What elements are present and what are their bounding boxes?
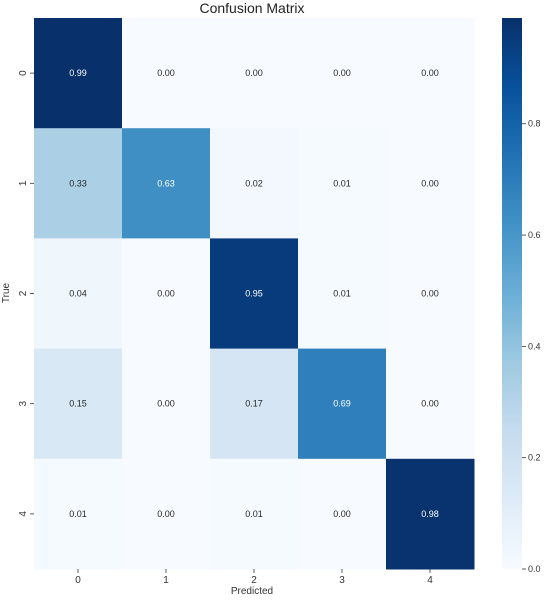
heatmap-cell-r3-c4	[386, 348, 475, 460]
colorbar-tick-label: 0.8	[528, 119, 541, 129]
heatmap-cell-labels: 0.99 0.00 0.00 0.00 0.00 0.33 0.63 0.02 0.01 0.00…	[69, 68, 439, 519]
cell-value-label: 0.01	[245, 509, 263, 519]
cell-value-label: 0.00	[157, 68, 175, 78]
cell-value-label: 0.00	[333, 509, 351, 519]
colorbar-tick-label: 0.2	[528, 453, 541, 463]
x-tick-label: 3	[339, 575, 345, 586]
cell-value-label: 0.04	[69, 289, 87, 299]
cell-value-label: 0.02	[245, 178, 263, 188]
colorbar-ticks: 0.0 0.2 0.4 0.6 0.8	[522, 119, 541, 574]
cell-value-label: 0.00	[157, 289, 175, 299]
cell-value-label: 0.00	[245, 68, 263, 78]
cell-value-label: 0.17	[245, 399, 263, 409]
chart-title: Confusion Matrix	[199, 0, 304, 16]
cell-value-label: 0.01	[333, 178, 351, 188]
cell-value-label: 0.00	[421, 68, 439, 78]
heatmap-cell-r4-c4	[386, 458, 475, 570]
heatmap-cell-r0-c2	[210, 18, 299, 129]
heatmap-cell-r1-c1	[122, 128, 211, 239]
y-tick-label: 0	[18, 70, 29, 76]
heatmap-cell-r2-c2	[210, 238, 299, 350]
cell-value-label: 0.01	[69, 509, 87, 519]
cell-value-label: 0.00	[157, 399, 175, 409]
y-tick-label: 1	[18, 180, 29, 186]
heatmap-cell-r3-c2	[210, 348, 299, 460]
heatmap-cell-r0-c4	[386, 18, 475, 129]
y-tick-label: 3	[18, 400, 29, 406]
heatmap-cell-r3-c0	[34, 348, 123, 460]
cell-value-label: 0.33	[69, 178, 87, 188]
heatmap-cell-r0-c1	[122, 18, 211, 129]
heatmap-cell-r1-c2	[210, 128, 299, 239]
colorbar-tick-label: 0.0	[528, 564, 541, 574]
y-axis-ticks: 0 1 2 3 4	[18, 70, 34, 517]
colorbar-tick-label: 0.4	[528, 341, 541, 351]
heatmap-cell-r0-c0	[34, 18, 123, 129]
cell-value-label: 0.69	[333, 399, 351, 409]
heatmap-cell-r4-c0	[34, 458, 123, 570]
cell-value-label: 0.00	[421, 178, 439, 188]
y-tick-label: 4	[18, 511, 29, 517]
cell-value-label: 0.99	[69, 68, 87, 78]
heatmap-cell-r3-c1	[122, 348, 211, 460]
cell-value-label: 0.15	[69, 399, 87, 409]
y-axis-label: True	[1, 282, 12, 303]
cell-value-label: 0.00	[157, 509, 175, 519]
cell-value-label: 0.95	[245, 289, 263, 299]
cell-value-label: 0.63	[157, 178, 175, 188]
heatmap-cell-r4-c2	[210, 458, 299, 570]
heatmap-cell-r4-c1	[122, 458, 211, 570]
colorbar	[502, 18, 522, 569]
heatmap-cell-r2-c1	[122, 238, 211, 350]
heatmap-cell-r2-c4	[386, 238, 475, 350]
x-axis-ticks: 0 1 2 3 4	[75, 569, 433, 586]
cell-value-label: 0.01	[333, 289, 351, 299]
cell-value-label: 0.00	[421, 399, 439, 409]
colorbar-tick-label: 0.6	[528, 230, 541, 240]
heatmap-cells	[34, 18, 475, 570]
x-tick-label: 1	[163, 575, 169, 586]
heatmap-cell-r0-c3	[298, 18, 387, 129]
cell-value-label: 0.00	[421, 289, 439, 299]
x-tick-label: 2	[251, 575, 257, 586]
x-tick-label: 0	[75, 575, 81, 586]
heatmap-cell-r3-c3	[298, 348, 387, 460]
heatmap-cell-r2-c0	[34, 238, 123, 350]
heatmap-cell-r1-c3	[298, 128, 387, 239]
cell-value-label: 0.98	[421, 509, 439, 519]
heatmap-cell-r1-c0	[34, 128, 123, 239]
y-tick-label: 2	[18, 290, 29, 296]
x-tick-label: 4	[427, 575, 433, 586]
x-axis-label: Predicted	[231, 586, 273, 596]
heatmap-cell-r4-c3	[298, 458, 387, 570]
heatmap-cell-r1-c4	[386, 128, 475, 239]
cell-value-label: 0.00	[333, 68, 351, 78]
heatmap-cell-r2-c3	[298, 238, 387, 350]
